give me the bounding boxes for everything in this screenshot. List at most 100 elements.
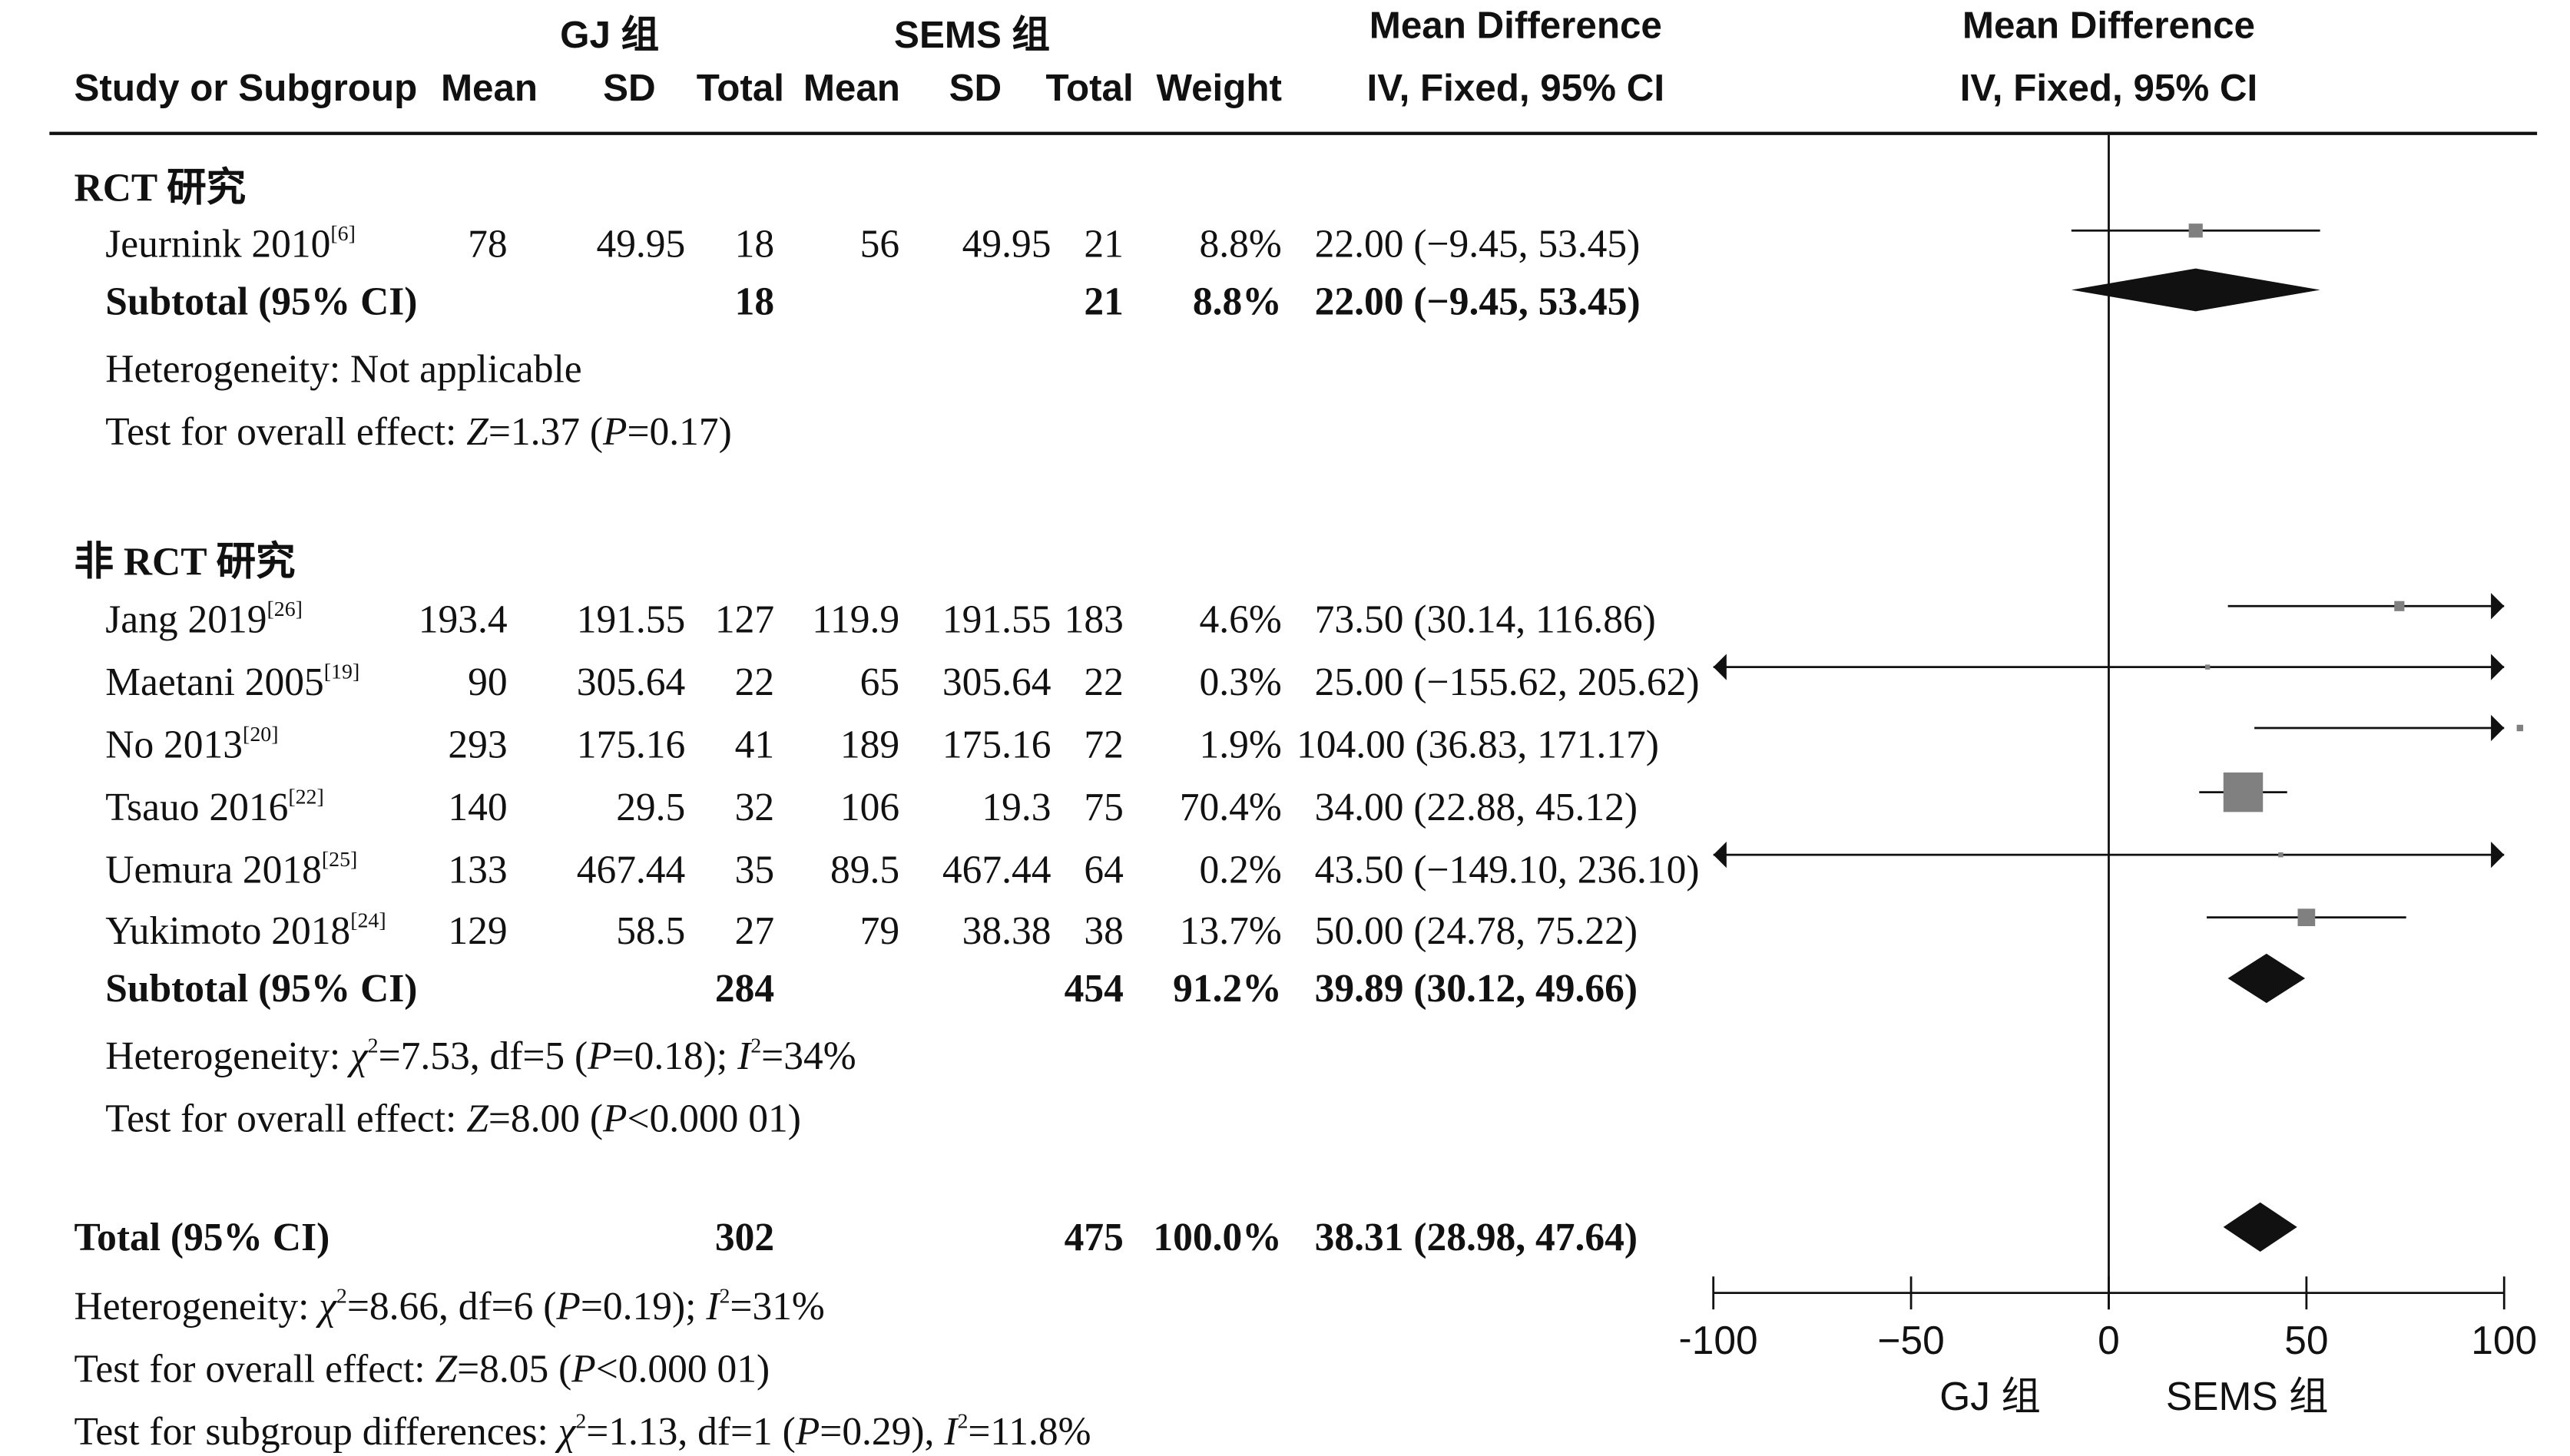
x-tick-label: 50 xyxy=(2284,1318,2328,1362)
total-label: Total (95% CI) xyxy=(74,1217,330,1260)
study-sd1: 305.64 xyxy=(576,662,686,705)
x-tick-label: 0 xyxy=(2098,1318,2120,1362)
study-square xyxy=(2394,601,2405,611)
plot-title: Mean Difference xyxy=(1962,3,2255,47)
study-weight: 1.9% xyxy=(1199,724,1282,768)
study-square xyxy=(2188,223,2203,238)
study-weight: 13.7% xyxy=(1179,911,1282,954)
subtotal-total2: 454 xyxy=(1064,968,1124,1011)
pooled-diamond xyxy=(2227,953,2306,1004)
favours-right-label: SEMS 组 xyxy=(2166,1374,2329,1418)
study-square xyxy=(2297,908,2316,927)
study-sd1: 29.5 xyxy=(616,787,686,830)
subtotal-total1: 18 xyxy=(734,281,775,325)
study-ci: 104.00 (36.83, 171.17) xyxy=(1297,724,1659,768)
effect-title: Mean Difference xyxy=(1369,3,1662,47)
ci-arrow-left xyxy=(1713,841,1727,869)
study-sd2: 19.3 xyxy=(982,787,1052,830)
study-total1: 41 xyxy=(734,724,775,768)
study-square xyxy=(2278,852,2284,858)
study-sd1: 58.5 xyxy=(616,911,686,954)
total-total2: 475 xyxy=(1064,1217,1124,1260)
study-mean2: 79 xyxy=(859,911,900,954)
subtotal-label: Subtotal (95% CI) xyxy=(105,968,418,1011)
study-sd1: 467.44 xyxy=(576,849,686,893)
study-weight: 8.8% xyxy=(1199,223,1282,267)
subtotal-total1: 284 xyxy=(714,968,775,1011)
study-sd2: 191.55 xyxy=(942,599,1052,643)
study-total2: 21 xyxy=(1084,223,1124,267)
study-sd2: 305.64 xyxy=(942,662,1052,705)
group2-title: SEMS 组 xyxy=(894,13,1050,56)
subtotal-ci: 39.89 (30.12, 49.66) xyxy=(1314,968,1638,1011)
col-plot-header: IV, Fixed, 95% CI xyxy=(1959,65,2258,109)
pooled-diamond xyxy=(2223,1202,2297,1252)
header-rule xyxy=(49,131,2538,135)
study-weight: 70.4% xyxy=(1179,787,1282,830)
study-total2: 72 xyxy=(1084,724,1124,768)
col-total2-header: Total xyxy=(1045,65,1134,109)
study-ci: 34.00 (22.88, 45.12) xyxy=(1314,787,1638,830)
study-total2: 38 xyxy=(1084,911,1124,954)
study-mean2: 65 xyxy=(859,662,900,705)
x-tick-label: −50 xyxy=(1877,1318,1944,1362)
study-name: Yukimoto 2018[24] xyxy=(105,907,386,954)
subgroup-title: RCT 研究 xyxy=(74,167,247,211)
ci-arrow-right xyxy=(2491,593,2505,620)
study-total1: 35 xyxy=(734,849,775,893)
study-total1: 127 xyxy=(714,599,775,643)
total-weight: 100.0% xyxy=(1153,1217,1282,1260)
study-ci: 25.00 (−155.62, 205.62) xyxy=(1314,662,1700,705)
total-ci: 38.31 (28.98, 47.64) xyxy=(1314,1217,1638,1260)
col-sd2-header: SD xyxy=(949,65,1002,109)
subtotal-weight: 8.8% xyxy=(1192,281,1282,325)
ci-arrow-right xyxy=(2491,654,2505,680)
study-sd1: 175.16 xyxy=(576,724,686,768)
study-mean2: 119.9 xyxy=(812,599,900,643)
ci-arrow-right xyxy=(2491,841,2505,869)
study-name: Jeurnink 2010[6] xyxy=(105,220,356,267)
study-mean1: 193.4 xyxy=(418,599,508,643)
study-mean2: 189 xyxy=(840,724,900,768)
group1-title: GJ 组 xyxy=(560,13,660,56)
study-ci: 50.00 (24.78, 75.22) xyxy=(1314,911,1638,954)
col-weight-header: Weight xyxy=(1156,65,1282,109)
study-sd2: 175.16 xyxy=(942,724,1052,768)
study-total1: 27 xyxy=(734,911,775,954)
heterogeneity-text: Heterogeneity: χ2=7.53, df=5 (P=0.18); I… xyxy=(105,1032,856,1079)
study-name: Maetani 2005[19] xyxy=(105,658,360,705)
study-total2: 75 xyxy=(1084,787,1124,830)
subtotal-weight: 91.2% xyxy=(1173,968,1282,1011)
study-ci: 73.50 (30.14, 116.86) xyxy=(1314,599,1656,643)
study-square xyxy=(2223,772,2264,812)
subtotal-label: Subtotal (95% CI) xyxy=(105,281,418,325)
study-weight: 0.2% xyxy=(1199,849,1282,893)
study-sd2: 467.44 xyxy=(942,849,1052,893)
study-mean2: 106 xyxy=(840,787,900,830)
total-heterogeneity-text: Heterogeneity: χ2=8.66, df=6 (P=0.19); I… xyxy=(74,1282,825,1329)
study-total2: 183 xyxy=(1064,599,1124,643)
subtotal-total2: 21 xyxy=(1084,281,1124,325)
study-mean1: 140 xyxy=(448,787,508,830)
study-square xyxy=(2516,724,2524,732)
study-ci: 43.50 (−149.10, 236.10) xyxy=(1314,849,1700,893)
ci-arrow-left xyxy=(1713,654,1727,680)
study-square xyxy=(2204,664,2211,670)
col-total1-header: Total xyxy=(696,65,784,109)
ci-arrow-right xyxy=(2491,714,2505,742)
subtotal-ci: 22.00 (−9.45, 53.45) xyxy=(1314,281,1641,325)
subgroup-title: 非 RCT 研究 xyxy=(74,541,296,585)
pooled-diamond xyxy=(2071,268,2320,312)
total-total1: 302 xyxy=(714,1217,775,1260)
study-mean1: 293 xyxy=(448,724,508,768)
study-total1: 32 xyxy=(734,787,775,830)
study-weight: 0.3% xyxy=(1199,662,1282,705)
study-name: Uemura 2018[25] xyxy=(105,846,358,893)
x-tick-label: −100 xyxy=(1681,1318,1758,1362)
study-ci: 22.00 (−9.45, 53.45) xyxy=(1314,223,1641,267)
study-mean1: 129 xyxy=(448,911,508,954)
col-study-header: Study or Subgroup xyxy=(74,65,418,109)
overall-effect-text: Test for overall effect: Z=8.00 (P<0.000… xyxy=(105,1098,801,1142)
total-overall-effect-text: Test for overall effect: Z=8.05 (P<0.000… xyxy=(74,1348,770,1392)
